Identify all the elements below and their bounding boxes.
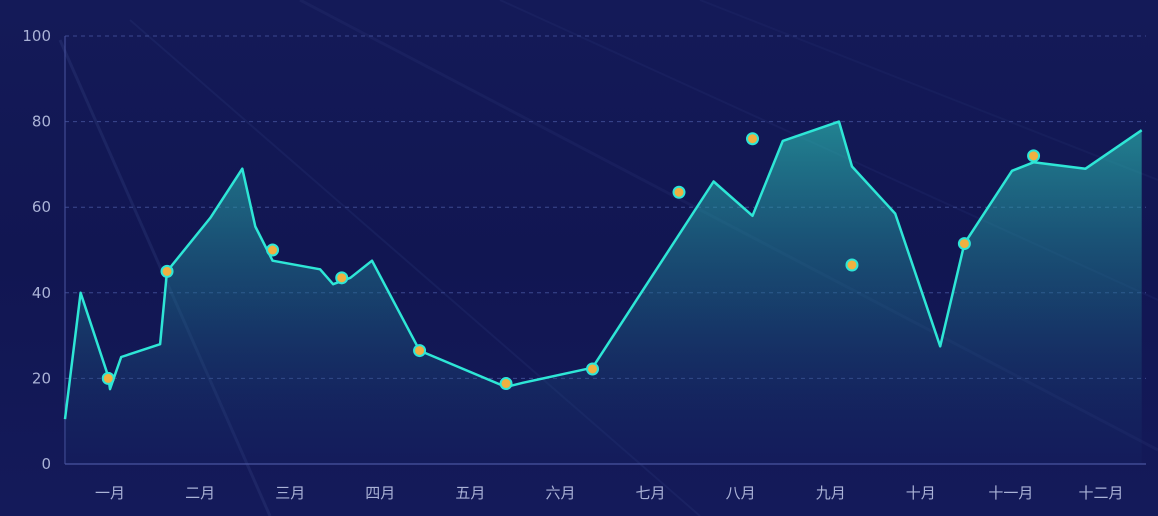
data-point-marker (499, 377, 513, 391)
x-tick-label: 十一月 (988, 484, 1033, 502)
y-axis: 0 20 40 60 80 100 (22, 27, 66, 473)
data-point-marker (586, 362, 600, 376)
x-tick-label: 七月 (636, 484, 666, 502)
x-axis: 一月 二月 三月 四月 五月 六月 七月 八月 九月 十月 十一月 十二月 (65, 463, 1146, 502)
y-tick-label: 100 (22, 27, 51, 45)
data-point-marker (845, 258, 859, 272)
x-tick-label: 四月 (365, 484, 395, 502)
series-markers (101, 132, 1041, 391)
x-tick-label: 九月 (816, 484, 846, 502)
data-point-marker (746, 132, 760, 146)
y-tick-label: 80 (32, 113, 51, 131)
series-area (65, 121, 1142, 464)
x-tick-label: 一月 (95, 484, 125, 502)
y-tick-label: 40 (32, 284, 51, 302)
x-tick-label: 八月 (726, 484, 756, 502)
data-point-marker (957, 237, 971, 251)
data-point-marker (1027, 149, 1041, 163)
x-tick-label: 六月 (545, 484, 575, 502)
x-tick-label: 十月 (906, 484, 936, 502)
y-tick-label: 0 (41, 455, 51, 473)
x-tick-label: 十二月 (1078, 484, 1123, 502)
x-tick-label: 五月 (455, 484, 485, 502)
x-tick-label: 三月 (275, 484, 305, 502)
data-point-marker (160, 264, 174, 278)
y-tick-label: 60 (32, 198, 51, 216)
y-tick-label: 20 (32, 369, 51, 387)
data-point-marker (413, 344, 427, 358)
data-point-marker (335, 271, 349, 285)
x-tick-label: 二月 (185, 484, 215, 502)
data-point-marker (101, 371, 115, 385)
series-area-fill (65, 121, 1142, 464)
data-point-marker (266, 243, 280, 257)
data-point-marker (672, 185, 686, 199)
